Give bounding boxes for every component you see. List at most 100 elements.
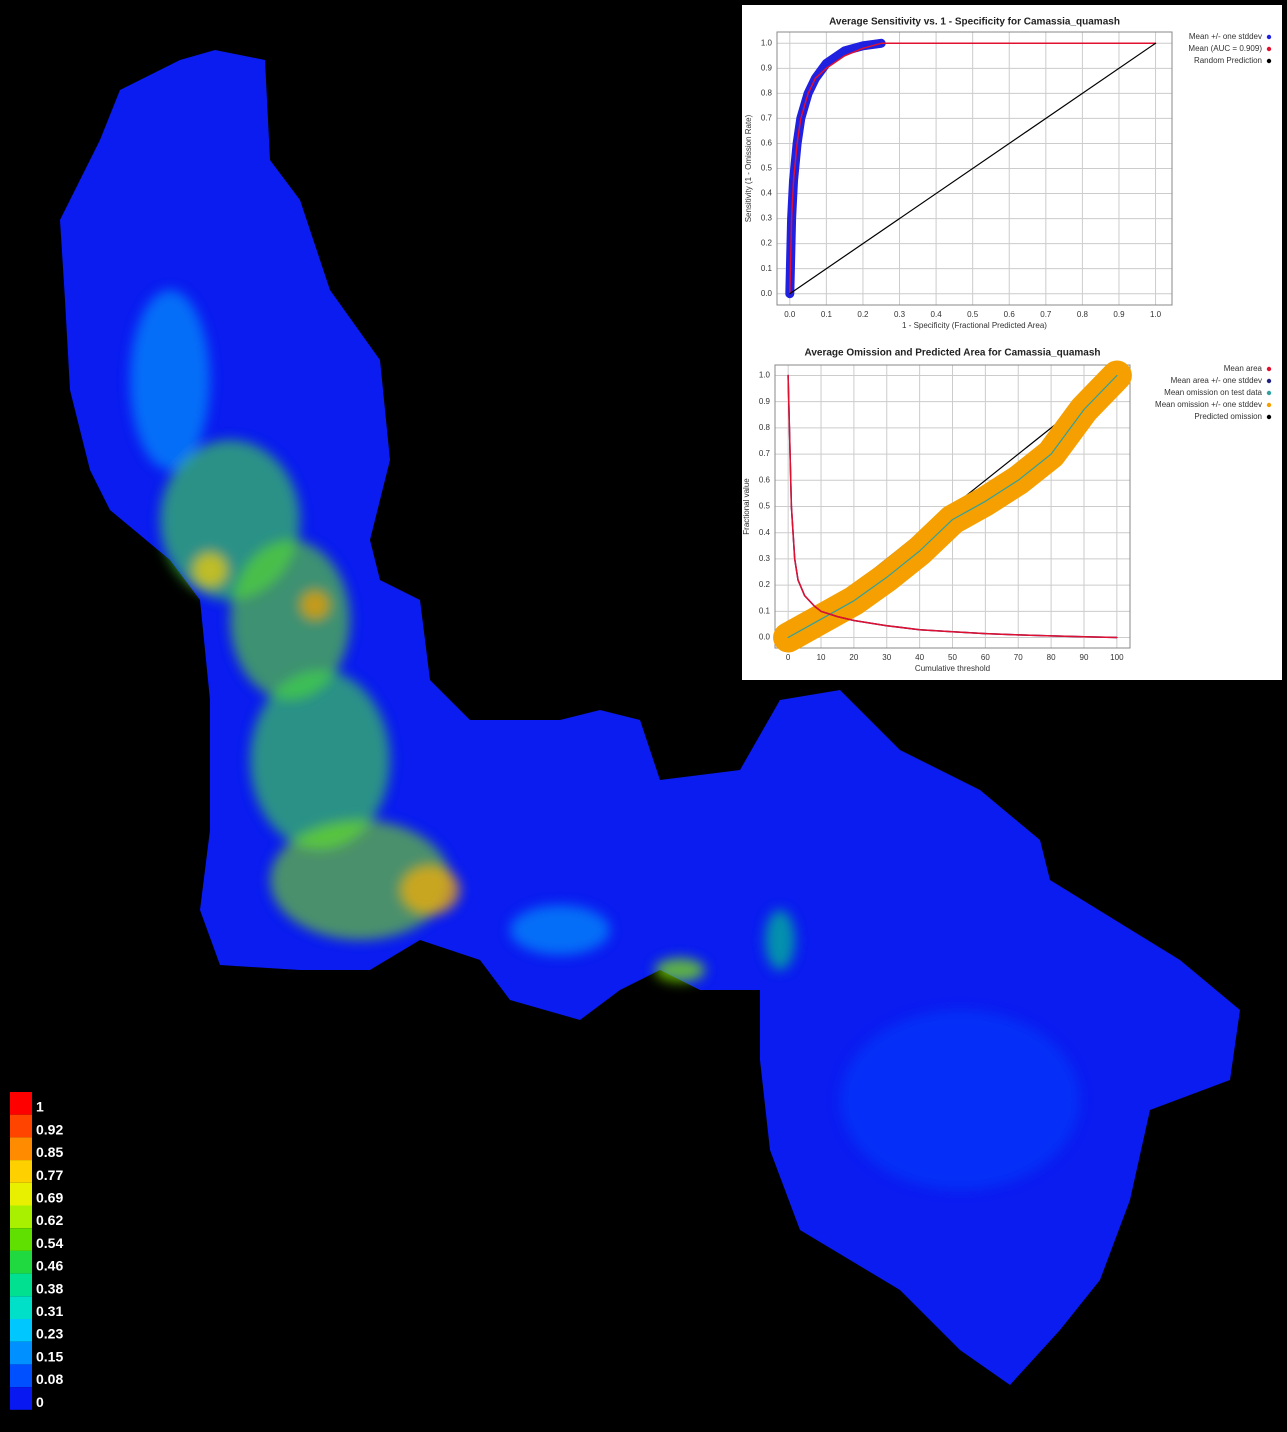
y-tick-label: 0.5 [761,164,773,173]
x-tick-label: 0.1 [821,310,833,319]
legend-label: 0.62 [36,1212,63,1228]
x-tick-label: 10 [817,653,826,662]
legend-label: 0.69 [36,1190,63,1206]
series-line [789,42,1157,295]
x-tick-label: 0.4 [931,310,943,319]
x-tick-label: 0.9 [1113,310,1125,319]
y-tick-label: 0.8 [761,88,773,97]
legend-swatch [10,1273,32,1297]
legend-swatch [10,1092,32,1115]
x-tick-label: 100 [1110,653,1124,662]
x-tick-label: 1.0 [1150,310,1162,319]
chart-panel [742,5,1282,680]
legend-swatch [10,1364,32,1388]
x-tick-label: 40 [915,653,924,662]
legend-entry: Mean omission +/- one stddev [1155,400,1262,409]
legend-entry: Random Prediction [1194,56,1262,65]
y-axis-label: Fractional value [742,478,751,535]
y-tick-label: 0.9 [759,397,771,406]
legend-entry: Predicted omission [1194,412,1262,421]
y-tick-label: 1.0 [759,371,771,380]
x-tick-label: 0.0 [784,310,796,319]
x-tick-label: 0 [786,653,791,662]
x-axis-label: 1 - Specificity (Fractional Predicted Ar… [902,321,1047,330]
legend-dot [1266,46,1272,52]
legend-label: 0.15 [36,1348,63,1364]
y-tick-label: 0.9 [761,63,773,72]
x-tick-label: 30 [882,653,891,662]
y-tick-label: 0.3 [761,214,773,223]
legend-entry: Mean omission on test data [1164,388,1262,397]
y-tick-label: 0.4 [761,189,773,198]
legend-label: 1 [36,1099,44,1115]
legend-swatch [10,1387,32,1410]
legend-swatch [10,1137,32,1161]
y-tick-label: 0.4 [759,528,771,537]
y-axis-label: Sensitivity (1 - Omission Rate) [744,114,753,222]
y-tick-label: 0.5 [759,502,771,511]
legend-swatch [10,1182,32,1206]
y-tick-label: 0.1 [759,606,771,615]
legend-swatch [10,1205,32,1229]
legend-label: 0.08 [36,1371,63,1387]
y-tick-label: 0.6 [761,139,773,148]
legend-swatch [10,1250,32,1274]
chart-title: Average Omission and Predicted Area for … [804,348,1100,359]
y-tick-label: 0.8 [759,423,771,432]
legend-label: 0.23 [36,1326,63,1342]
legend-entry: Mean area [1224,364,1263,373]
legend-entry: Mean +/- one stddev [1189,32,1262,41]
chart-title: Average Sensitivity vs. 1 - Specificity … [829,17,1120,28]
x-tick-label: 20 [849,653,858,662]
y-tick-label: 0.6 [759,475,771,484]
legend-label: 0 [36,1394,44,1410]
y-tick-label: 0.3 [759,554,771,563]
legend-dot [1266,34,1272,40]
legend-dot [1266,402,1272,408]
suitability-patches [130,290,1080,1190]
legend-label: 0.54 [36,1235,63,1251]
y-tick-label: 0.2 [761,239,773,248]
legend-label: 0.38 [36,1280,63,1296]
legend-swatch [10,1341,32,1365]
legend-entry: Mean (AUC = 0.909) [1188,44,1262,53]
x-tick-label: 0.2 [857,310,869,319]
legend-label: 0.77 [36,1167,63,1183]
plot-frame [776,31,1173,306]
plot-frame [774,364,1131,649]
legend-dot [1266,366,1272,372]
legend-dot [1266,58,1272,64]
x-tick-label: 0.5 [967,310,979,319]
legend-label: 0.46 [36,1258,63,1274]
y-tick-label: 0.1 [761,264,773,273]
x-tick-label: 70 [1014,653,1023,662]
legend-label: 0.31 [36,1303,63,1319]
x-tick-label: 60 [981,653,990,662]
legend-dot [1266,390,1272,396]
y-tick-label: 0.7 [761,114,773,123]
legend-dot [1266,414,1272,420]
y-tick-label: 0.2 [759,580,771,589]
x-tick-label: 0.8 [1077,310,1089,319]
x-tick-label: 80 [1047,653,1056,662]
series-line [787,374,1118,639]
legend-swatch [10,1114,32,1138]
y-tick-label: 0.7 [759,449,771,458]
legend-swatch [10,1319,32,1342]
legend-dot [1266,378,1272,384]
y-tick-label: 0.0 [761,289,773,298]
x-tick-label: 0.6 [1004,310,1016,319]
y-tick-label: 0.0 [759,633,771,642]
series-line [789,42,1157,295]
series-line [787,374,1118,639]
legend-swatch [10,1296,32,1319]
legend-swatch [10,1228,32,1251]
legend-entry: Mean area +/- one stddev [1171,376,1262,385]
legend-swatch [10,1160,32,1183]
legend-label: 0.85 [36,1144,63,1160]
y-tick-label: 1.0 [761,38,773,47]
x-tick-label: 90 [1080,653,1089,662]
x-tick-label: 0.3 [894,310,906,319]
